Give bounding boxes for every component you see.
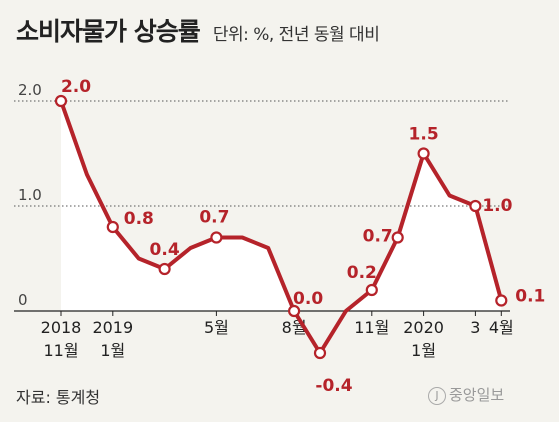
data-point (469, 199, 482, 213)
data-label: 0.0 (293, 289, 323, 309)
data-point (391, 231, 404, 244)
series-line (59, 99, 504, 355)
data-point (417, 147, 430, 160)
logo-mark-icon: J (428, 386, 446, 405)
x-tick-label: 2020 (403, 318, 444, 337)
data-label: 0.1 (515, 287, 545, 307)
data-label: 0.8 (124, 209, 154, 229)
data-point (495, 294, 508, 307)
x-tick-label: 11월 (43, 341, 78, 360)
source-note: 자료: 통계청 (16, 388, 101, 407)
chart-title: 소비자물가 상승률 (16, 17, 201, 46)
x-tick-label: 2018 (41, 318, 82, 337)
data-label: 1.5 (409, 125, 439, 145)
data-label: 1.0 (482, 196, 512, 216)
chart-unit: 단위: %, 전년 동월 대비 (212, 25, 380, 45)
data-label: 0.7 (199, 208, 229, 228)
y-tick-label: 1.0 (18, 186, 42, 204)
x-tick-label: 3 (470, 318, 480, 337)
x-tick-label: 1월 (411, 341, 436, 360)
data-label: 0.2 (347, 263, 377, 283)
data-label: 2.0 (61, 77, 91, 97)
chart-header: 소비자물가 상승률 단위: %, 전년 동월 대비 (16, 12, 380, 48)
data-point (365, 283, 378, 297)
publisher-logo: J 중앙일보 (428, 384, 504, 405)
x-tick-label: 5월 (204, 318, 229, 337)
data-point (210, 231, 223, 244)
logo-text: 중앙일보 (449, 386, 505, 404)
x-tick-label: 11월 (354, 318, 389, 337)
y-tick-label: 0 (18, 291, 28, 309)
data-point (106, 220, 119, 234)
data-point (313, 346, 327, 360)
data-label: -0.4 (315, 376, 352, 396)
x-tick-label: 2019 (92, 318, 133, 337)
y-tick-label: 2.0 (18, 81, 42, 99)
x-tick-label: 1월 (100, 341, 125, 360)
data-point (158, 262, 171, 276)
data-label: 0.7 (363, 227, 393, 247)
data-label: 0.4 (150, 240, 180, 260)
area-fill (61, 101, 502, 311)
data-point (54, 94, 68, 108)
data-point (288, 304, 301, 318)
x-tick-label: 4월 (489, 318, 514, 337)
